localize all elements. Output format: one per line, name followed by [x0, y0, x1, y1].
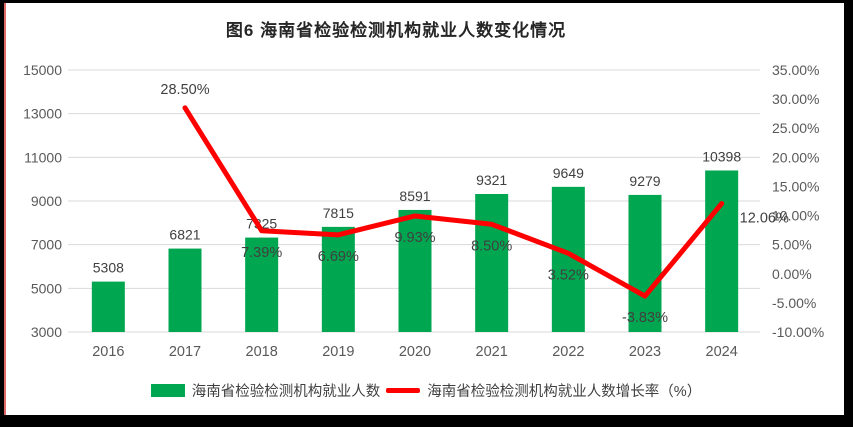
left-axis-tick-label: 11000	[24, 149, 62, 165]
bar-value-label: 9321	[476, 172, 507, 188]
left-axis-tick-label: 7000	[31, 237, 62, 253]
growth-rate-line	[182, 105, 725, 299]
left-axis-tick-label: 13000	[23, 106, 62, 122]
legend-item-growth-rate: 海南省检验检测机构就业人数增长率（%）	[386, 380, 701, 401]
x-axis-category-label: 2020	[399, 344, 431, 360]
line-point-label: 7.39%	[241, 245, 282, 261]
chart-title: 图6 海南省检验检测机构就业人数变化情况	[225, 21, 567, 40]
x-axis-category-label: 2017	[169, 344, 201, 360]
line-point-label: 8.50%	[471, 238, 512, 254]
bar-value-label: 6821	[169, 227, 200, 243]
left-axis-tick-label: 9000	[31, 193, 62, 209]
x-axis-category-label: 2019	[322, 344, 354, 360]
left-axis-tick-label: 5000	[31, 280, 62, 296]
legend-label-employment: 海南省检验检测机构就业人数	[191, 384, 381, 400]
employment-bar	[628, 194, 662, 332]
right-axis-tick-label: -10.00%	[772, 324, 824, 340]
right-axis-tick-label: 30.00%	[772, 91, 819, 107]
bar-series-swatch-icon	[150, 384, 185, 397]
employment-bar	[245, 237, 279, 332]
x-axis-category-label: 2016	[92, 344, 124, 360]
employment-bar	[321, 226, 355, 332]
right-axis-tick-label: 15.00%	[772, 178, 819, 194]
bar-value-label: 9279	[629, 173, 660, 189]
right-axis-tick-label: 5.00%	[772, 237, 812, 253]
x-axis-category-label: 2024	[706, 344, 738, 360]
right-axis-tick-label: 20.00%	[772, 149, 819, 165]
chart-card: 图6 海南省检验检测机构就业人数变化情况 15000 13000 11000 9000…	[4, 3, 844, 415]
right-axis-tick-label: 10.00%	[772, 208, 819, 224]
x-axis-category-label: 2023	[629, 344, 661, 360]
employment-bar	[398, 209, 432, 332]
line-point-label: -3.83%	[622, 310, 668, 326]
line-point-label: 28.50%	[160, 82, 209, 98]
line-point-label: 12.06%	[740, 211, 789, 227]
line-point-label: 6.69%	[318, 249, 359, 265]
employment-bar	[475, 193, 509, 332]
x-axis-category-label: 2022	[552, 344, 584, 360]
line-point-label: 3.52%	[548, 267, 589, 283]
left-axis-tick-label: 3000	[31, 324, 62, 340]
line-series-swatch-icon	[386, 388, 421, 393]
x-axis-category-label: 2021	[476, 344, 508, 360]
bar-value-label: 5308	[93, 260, 124, 276]
right-axis-tick-label: 35.00%	[772, 62, 819, 78]
line-point-label: 9.93%	[394, 230, 435, 246]
bar-value-label: 7815	[323, 205, 354, 221]
legend-label-growth-rate: 海南省检验检测机构就业人数增长率（%）	[427, 384, 702, 400]
employment-bar	[168, 248, 202, 332]
combo-chart-plot-area: 15000 13000 11000 9000 7000 5000 3000 35.00% 30.…	[23, 62, 824, 360]
chart-legend: 海南省检验检测机构就业人数 海南省检验检测机构就业人数增长率（%）	[6, 380, 846, 401]
right-axis-tick-label: 25.00%	[772, 120, 819, 136]
x-axis-category-label: 2018	[246, 344, 278, 360]
bar-value-label: 10398	[702, 148, 741, 164]
left-axis-tick-label: 15000	[23, 62, 62, 78]
bar-value-label: 9649	[553, 165, 584, 181]
legend-item-employment: 海南省检验检测机构就业人数	[150, 380, 381, 401]
right-axis-tick-label: -5.00%	[772, 295, 816, 311]
right-axis-tick-label: 0.00%	[772, 266, 812, 282]
bar-value-label: 8591	[399, 188, 430, 204]
employment-bar	[91, 281, 125, 332]
employment-bar	[705, 170, 739, 332]
